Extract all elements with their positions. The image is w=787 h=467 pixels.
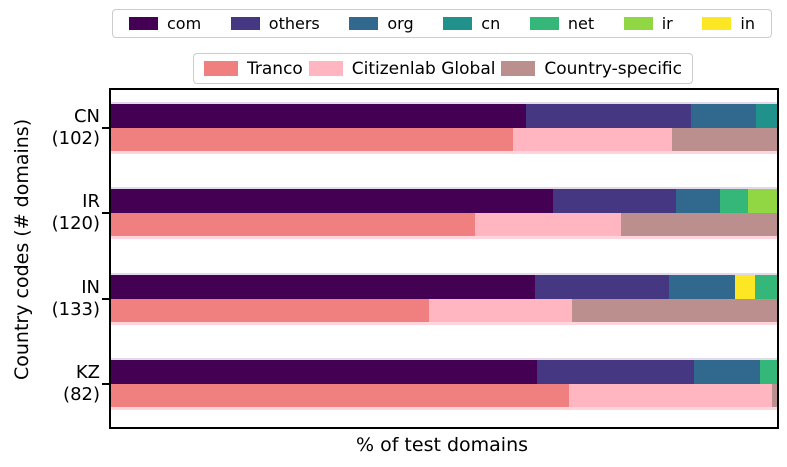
legend-label-net: net [567, 14, 595, 33]
bar-segment-cn-country_specific [672, 127, 777, 151]
legend-label-others: others [268, 14, 320, 33]
legend-item-net: net [529, 14, 595, 33]
stacked-bar-tld-in [111, 275, 777, 299]
bar-segment-cn-com [111, 104, 526, 128]
bar-segment-ir-org [676, 189, 720, 213]
legend-swatch-cn [443, 17, 473, 30]
legend-item-in: in [702, 14, 755, 33]
legend-swatch-country_specific [501, 61, 536, 76]
legend-label-org: org [387, 14, 414, 33]
stacked-bar-source-kz [111, 383, 777, 407]
legend-label-in: in [740, 14, 755, 33]
plot-frame [109, 88, 779, 429]
bar-segment-kz-country_specific [771, 383, 777, 407]
bar-segment-cn-tranco [111, 127, 514, 151]
y-tick-label-kz: KZ (82) [4, 362, 100, 406]
bar-segment-kz-tranco [111, 383, 570, 407]
country-code: IR [82, 190, 100, 212]
domain-count: (102) [51, 127, 100, 149]
stacked-bar-tld-kz [111, 360, 777, 384]
legend-item-com: com [129, 14, 201, 33]
legend-label-cn: cn [481, 14, 501, 33]
y-tick-label-in: IN (133) [4, 277, 100, 321]
bar-segment-kz-org [694, 360, 761, 384]
legend-swatch-others [230, 17, 260, 30]
bar-segment-kz-citizenlab_global [569, 383, 772, 407]
domain-count: (133) [51, 298, 100, 320]
bar-segment-in-country_specific [571, 298, 777, 322]
bar-segment-in-tranco [111, 298, 429, 322]
y-tick-kz [102, 382, 109, 385]
y-tick-label-ir: IR (120) [4, 191, 100, 235]
bar-group-cn [111, 104, 777, 151]
legend-swatch-in [702, 17, 732, 30]
legend-tld: com others org cn net ir in [112, 9, 772, 38]
bar-segment-cn-org [691, 104, 757, 128]
stacked-bar-source-ir [111, 212, 777, 236]
plot-area [111, 90, 777, 427]
bar-segment-ir-others [553, 189, 677, 213]
bar-segment-ir-tranco [111, 212, 476, 236]
bar-segment-ir-citizenlab_global [475, 212, 622, 236]
bar-segment-in-net [754, 275, 777, 299]
bar-segment-ir-country_specific [621, 212, 777, 236]
bar-segment-ir-ir [748, 189, 777, 213]
legend-swatch-ir [623, 17, 653, 30]
y-tick-in [102, 297, 109, 300]
bar-segment-ir-com [111, 189, 554, 213]
y-tick-ir [102, 211, 109, 214]
bar-group-kz [111, 360, 777, 407]
country-code: KZ [75, 361, 100, 383]
legend-item-tranco: Tranco [204, 59, 303, 79]
legend-item-cn: cn [443, 14, 500, 33]
bar-segment-kz-net [760, 360, 777, 384]
legend-swatch-net [529, 17, 559, 30]
y-axis-label: Country codes (# domains) [11, 118, 33, 380]
legend-item-country_specific: Country-specific [501, 59, 682, 79]
domain-count: (82) [63, 383, 100, 405]
country-code: IN [81, 276, 100, 298]
legend-item-org: org [349, 14, 414, 33]
y-tick-cn [102, 126, 109, 129]
bar-segment-cn-others [525, 104, 692, 128]
bar-segment-in-others [535, 275, 670, 299]
bar-segment-cn-cn [756, 104, 777, 128]
bar-segment-in-citizenlab_global [428, 298, 572, 322]
legend-label-ir: ir [661, 14, 673, 33]
bar-segment-in-org [669, 275, 736, 299]
legend-item-others: others [230, 14, 320, 33]
y-tick-label-cn: CN (102) [4, 106, 100, 150]
bar-group-ir [111, 189, 777, 236]
stacked-bar-tld-cn [111, 104, 777, 128]
bar-segment-ir-net [719, 189, 749, 213]
stacked-bar-source-in [111, 298, 777, 322]
bar-segment-cn-citizenlab_global [513, 127, 673, 151]
legend-label-com: com [167, 14, 202, 33]
legend-label-tranco: Tranco [247, 58, 303, 79]
legend-swatch-citizenlab_global [308, 61, 343, 76]
bar-segment-kz-com [111, 360, 538, 384]
bar-segment-in-in [735, 275, 755, 299]
legend-label-citizenlab_global: Citizenlab Global [351, 58, 496, 79]
country-code: CN [73, 105, 100, 127]
bar-segment-kz-others [537, 360, 695, 384]
bar-segment-in-com [111, 275, 536, 299]
stacked-bar-source-cn [111, 127, 777, 151]
legend-swatch-com [129, 17, 158, 30]
domain-count: (120) [51, 212, 100, 234]
x-axis-label: % of test domains [355, 434, 529, 456]
legend-item-ir: ir [623, 14, 673, 33]
legend-label-country_specific: Country-specific [544, 58, 682, 79]
legend-item-citizenlab_global: Citizenlab Global [308, 58, 496, 79]
bar-group-in [111, 275, 777, 322]
legend-swatch-tranco [204, 61, 238, 76]
stacked-bar-tld-ir [111, 189, 777, 213]
legend-source: Tranco Citizenlab Global Country-specific [193, 53, 693, 84]
legend-swatch-org [349, 17, 379, 30]
